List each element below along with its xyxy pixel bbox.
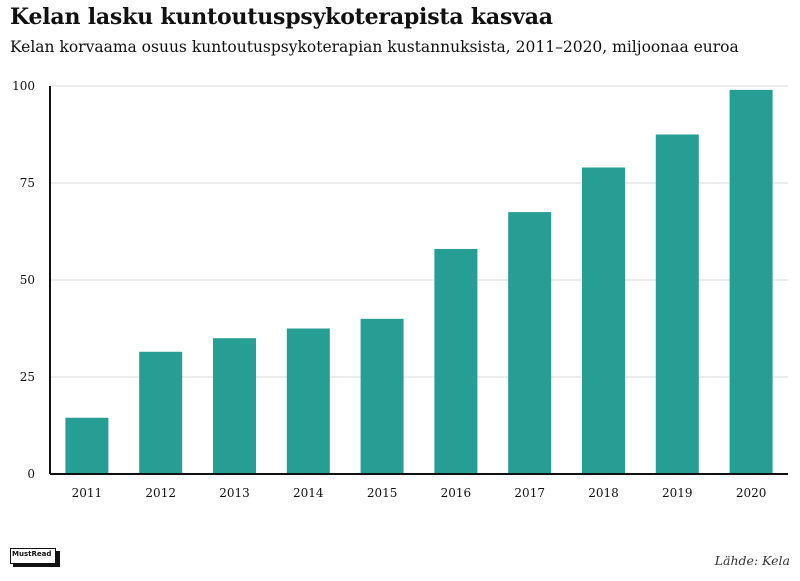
x-tick-label: 2014 [293, 486, 324, 500]
chart-title: Kelan lasku kuntoutuspsykoterapista kasv… [10, 4, 553, 30]
bar-2018 [582, 167, 625, 475]
y-tick-label: 100 [12, 79, 35, 93]
logo-text: MustRead [12, 550, 52, 558]
x-tick-label: 2015 [367, 486, 398, 500]
mustread-logo: MustRead [10, 548, 60, 567]
source-note: Lähde: Kela [714, 553, 790, 568]
bar-2011 [65, 417, 109, 474]
chart-subtitle: Kelan korvaama osuus kuntoutuspsykoterap… [10, 38, 739, 56]
x-tick-label: 2013 [219, 486, 250, 500]
x-axis-tick-labels: 2011 2012 2013 2014 2015 2016 2017 2018 2019 2020 [72, 486, 767, 500]
x-tick-label: 2017 [514, 486, 545, 500]
bar-2017 [508, 212, 552, 474]
x-tick-label: 2018 [588, 486, 619, 500]
bar-2016 [434, 248, 478, 474]
bar-2019 [655, 134, 699, 474]
x-tick-label: 2016 [441, 486, 472, 500]
x-tick-label: 2020 [736, 486, 767, 500]
bars [65, 89, 773, 475]
y-tick-label: 25 [20, 370, 35, 384]
x-tick-label: 2011 [72, 486, 103, 500]
y-tick-label: 50 [20, 273, 35, 287]
bar-2015 [360, 318, 404, 474]
bar-2020 [729, 89, 773, 474]
x-tick-label: 2019 [662, 486, 693, 500]
y-tick-label: 0 [27, 467, 35, 481]
y-tick-label: 75 [20, 176, 35, 190]
x-tick-label: 2012 [145, 486, 176, 500]
y-axis-tick-labels: 0 25 50 75 100 [12, 79, 35, 481]
bar-2013 [213, 338, 256, 474]
bar-2012 [139, 351, 183, 474]
bar-2014 [286, 328, 330, 474]
